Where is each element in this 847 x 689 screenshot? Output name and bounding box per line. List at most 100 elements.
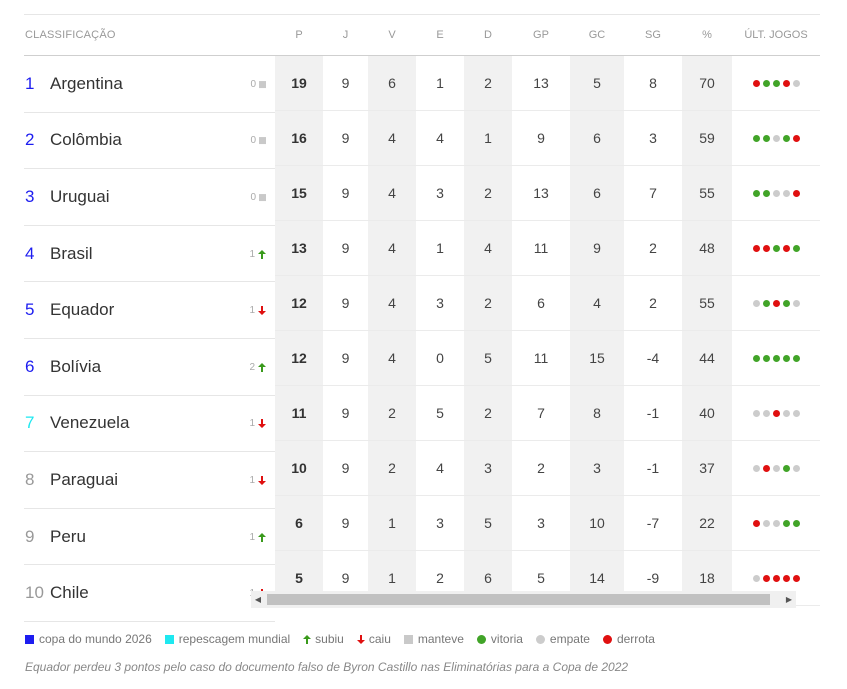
position-change-value: 0	[250, 192, 256, 204]
team-name: Colômbia	[50, 130, 122, 150]
stat-p: 15	[275, 166, 323, 220]
arrow-down-icon	[258, 306, 266, 316]
position-change-value: 1	[249, 305, 255, 317]
stat-gc: 9	[570, 221, 624, 275]
stat-p: 16	[275, 111, 323, 165]
stat-e: 0	[436, 350, 444, 366]
stat-p: 11	[275, 386, 323, 440]
derrota-dot-icon	[792, 574, 800, 582]
last-games-dots	[752, 79, 800, 87]
manteve-square-icon	[259, 194, 266, 202]
stat-pct: 55	[682, 166, 732, 220]
derrota-dot-icon	[602, 634, 612, 644]
legend-caiu: caiu	[356, 632, 391, 646]
stats-row: 11 9 2 5 2 7 8 -1 40	[275, 386, 820, 441]
position-change-value: 1	[249, 531, 255, 543]
team-row: 5 Equador 1	[24, 282, 275, 339]
stat-gc: 6	[570, 111, 624, 165]
stat-pct: 55	[682, 276, 732, 330]
stat-p: 6	[275, 496, 323, 550]
derrota-dot-icon	[782, 244, 790, 252]
stat-d: 2	[464, 386, 512, 440]
empate-dot-icon	[782, 189, 790, 197]
empate-dot-icon	[762, 519, 770, 527]
arrow-down-icon	[356, 634, 365, 644]
header-sg: SG	[645, 29, 661, 41]
team-position: 2	[25, 130, 35, 150]
position-change-value: 0	[250, 78, 256, 90]
last-games	[732, 331, 820, 385]
last-games-dots	[752, 464, 800, 472]
team-row: 10Chile1	[24, 565, 275, 622]
stat-j: 9	[341, 240, 350, 256]
stat-gp: 2	[537, 460, 545, 476]
vitoria-dot-icon	[762, 354, 770, 362]
legend-subiu: subiu	[303, 632, 344, 646]
team-name: Peru	[50, 526, 86, 546]
stat-v: 4	[368, 166, 416, 220]
position-change: 1	[249, 249, 266, 260]
derrota-dot-icon	[762, 244, 770, 252]
position-change: 1	[249, 418, 266, 429]
stats-row: 19 9 6 1 2 13 5 8 70	[275, 56, 820, 111]
manteve-square-icon	[259, 80, 266, 88]
derrota-dot-icon	[772, 299, 780, 307]
vitoria-dot-icon	[782, 464, 790, 472]
stat-d: 3	[464, 441, 512, 495]
last-games	[732, 221, 820, 275]
stat-e: 4	[436, 130, 444, 146]
team-position: 8	[25, 469, 35, 489]
stat-gp: 3	[537, 515, 545, 531]
stat-j: 9	[341, 570, 350, 586]
derrota-dot-icon	[752, 244, 760, 252]
team-name: Argentina	[50, 73, 123, 93]
stat-p: 12	[275, 276, 323, 330]
vitoria-dot-icon	[772, 244, 780, 252]
vitoria-dot-icon	[762, 79, 770, 87]
stat-gp: 11	[533, 240, 549, 256]
header-v: V	[388, 29, 396, 41]
footnote: Equador perdeu 3 pontos pelo caso do doc…	[25, 660, 629, 674]
stat-pct: 40	[682, 386, 732, 440]
stats-row: 16 9 4 4 1 9 6 3 59	[275, 111, 820, 166]
team-position: 4	[25, 243, 35, 263]
vitoria-dot-icon	[772, 354, 780, 362]
team-row: 1 Argentina 0	[24, 56, 275, 113]
legend-repescagem-label: repescagem mundial	[178, 632, 291, 646]
position-change-value: 1	[249, 475, 255, 487]
horizontal-scrollbar[interactable]: ◀ ▶	[251, 591, 796, 608]
legend-repescagem: repescagem mundial	[164, 632, 291, 646]
stat-pct: 44	[682, 331, 732, 385]
scroll-right-icon[interactable]: ▶	[785, 595, 793, 604]
stat-v: 4	[368, 111, 416, 165]
vitoria-dot-icon	[792, 354, 800, 362]
last-games	[732, 441, 820, 495]
derrota-dot-icon	[792, 189, 800, 197]
position-change-value: 1	[249, 418, 255, 430]
scroll-left-icon[interactable]: ◀	[254, 595, 262, 604]
last-games	[732, 551, 820, 605]
stats-row: 10 9 2 4 3 2 3 -1 37	[275, 441, 820, 496]
stat-e: 1	[436, 240, 444, 256]
vitoria-dot-icon	[762, 134, 770, 142]
team-position: 6	[25, 356, 35, 376]
vitoria-dot-icon	[782, 299, 790, 307]
derrota-dot-icon	[762, 574, 770, 582]
stat-gc: 15	[570, 331, 624, 385]
vitoria-dot-icon	[782, 519, 790, 527]
stat-v: 4	[368, 276, 416, 330]
stat-v: 1	[368, 496, 416, 550]
stat-sg: -1	[646, 460, 660, 476]
last-games-dots	[752, 299, 800, 307]
team-name: Equador	[50, 300, 115, 320]
derrota-dot-icon	[792, 134, 800, 142]
scrollbar-thumb[interactable]	[267, 594, 770, 605]
vitoria-dot-icon	[752, 354, 760, 362]
stat-gc: 4	[570, 276, 624, 330]
last-games-dots	[752, 574, 800, 582]
empate-dot-icon	[762, 409, 770, 417]
empate-dot-icon	[792, 299, 800, 307]
stat-p: 19	[275, 56, 323, 110]
standings-stats-table[interactable]: P J V E D GP GC SG% ÚLT. JOGOS 19 9 6 1 2 13 5 8 70 16 9 4 4…	[275, 14, 820, 606]
empate-dot-icon	[772, 519, 780, 527]
